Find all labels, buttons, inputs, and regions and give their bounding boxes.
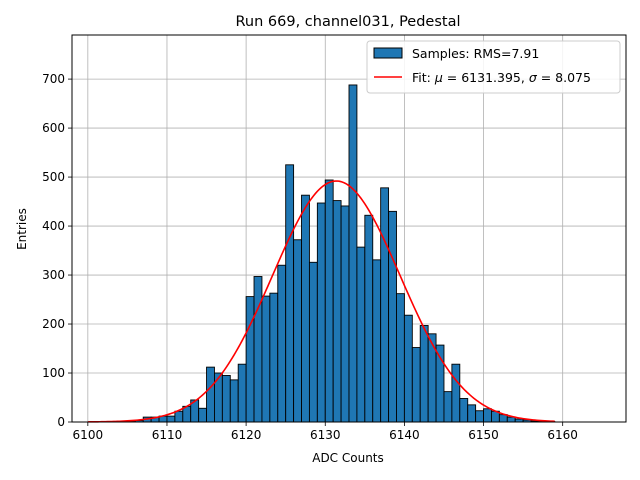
histogram-bar [308, 261, 318, 423]
y-tick-label: 300 [42, 268, 65, 282]
histogram-bar [388, 210, 397, 423]
histogram-bar [372, 259, 382, 423]
histogram-bar [237, 363, 247, 423]
histogram-bar [348, 84, 358, 423]
x-tick-label: 6160 [547, 428, 578, 442]
x-tick-label: 6150 [468, 428, 499, 442]
histogram-bar [198, 407, 207, 423]
legend-label-samples: Samples: RMS=7.91 [412, 46, 539, 61]
x-tick-label: 6100 [73, 428, 104, 442]
histogram-bar [419, 325, 429, 423]
histogram-bar [411, 347, 421, 423]
y-tick-label: 400 [42, 219, 65, 233]
histogram-bar [269, 292, 279, 423]
fit-curve [87, 180, 555, 423]
histogram-bar [277, 264, 287, 423]
legend-histogram-swatch [373, 47, 403, 59]
histogram-bar [443, 391, 453, 423]
legend-box [366, 40, 621, 94]
histogram-bar [221, 375, 231, 423]
histogram-bar [332, 200, 342, 423]
histogram-bar [174, 410, 184, 423]
x-tick-label: 6120 [231, 428, 262, 442]
y-tick-label: 200 [42, 317, 65, 331]
y-tick-label: 700 [42, 72, 65, 86]
histogram-bar [245, 296, 255, 423]
x-axis-ticks: 6100 6110 6120 6130 6140 6150 6160 [73, 422, 578, 442]
histogram-bar [506, 416, 516, 423]
chart-title: Run 669, channel031, Pedestal [235, 14, 460, 30]
histogram-bar [261, 295, 271, 423]
x-tick-label: 6110 [152, 428, 183, 442]
histogram-bar [396, 293, 405, 423]
histogram-bar [451, 363, 461, 423]
legend-label-fit: Fit: μ = 6131.395, σ = 8.075 [412, 70, 591, 85]
histogram-bar [483, 408, 492, 423]
histogram-bar [293, 239, 302, 423]
histogram-bar [166, 415, 176, 423]
histogram-bar [340, 205, 350, 423]
y-axis-label: Entries [15, 208, 29, 250]
histogram-bar [324, 179, 334, 423]
y-tick-label: 100 [42, 366, 65, 380]
histogram-bar [380, 187, 390, 423]
histogram-bar [301, 194, 310, 423]
histogram-bar [459, 398, 469, 423]
histogram-bar [253, 276, 263, 423]
y-axis-ticks: 0 100 200 300 400 500 600 700 [42, 72, 72, 429]
histogram-bar [229, 379, 239, 423]
histogram-bar [475, 410, 484, 423]
histogram-bar [206, 366, 215, 423]
histogram-bar [285, 164, 295, 423]
y-tick-label: 500 [42, 170, 65, 184]
fit-curve-group [87, 180, 555, 423]
plot-frame [71, 34, 627, 423]
histogram-bar [467, 404, 477, 423]
x-tick-label: 6140 [389, 428, 420, 442]
y-tick-label: 600 [42, 121, 65, 135]
x-axis-label: ADC Counts [312, 451, 384, 465]
y-tick-label: 0 [57, 415, 65, 429]
histogram-bar [316, 202, 326, 423]
x-tick-label: 6130 [310, 428, 341, 442]
histogram-bar [364, 214, 374, 423]
legend: Samples: RMS=7.91 Fit: μ = 6131.395, σ =… [366, 40, 621, 94]
histogram-bar [403, 314, 413, 423]
histogram-bar [356, 246, 366, 423]
